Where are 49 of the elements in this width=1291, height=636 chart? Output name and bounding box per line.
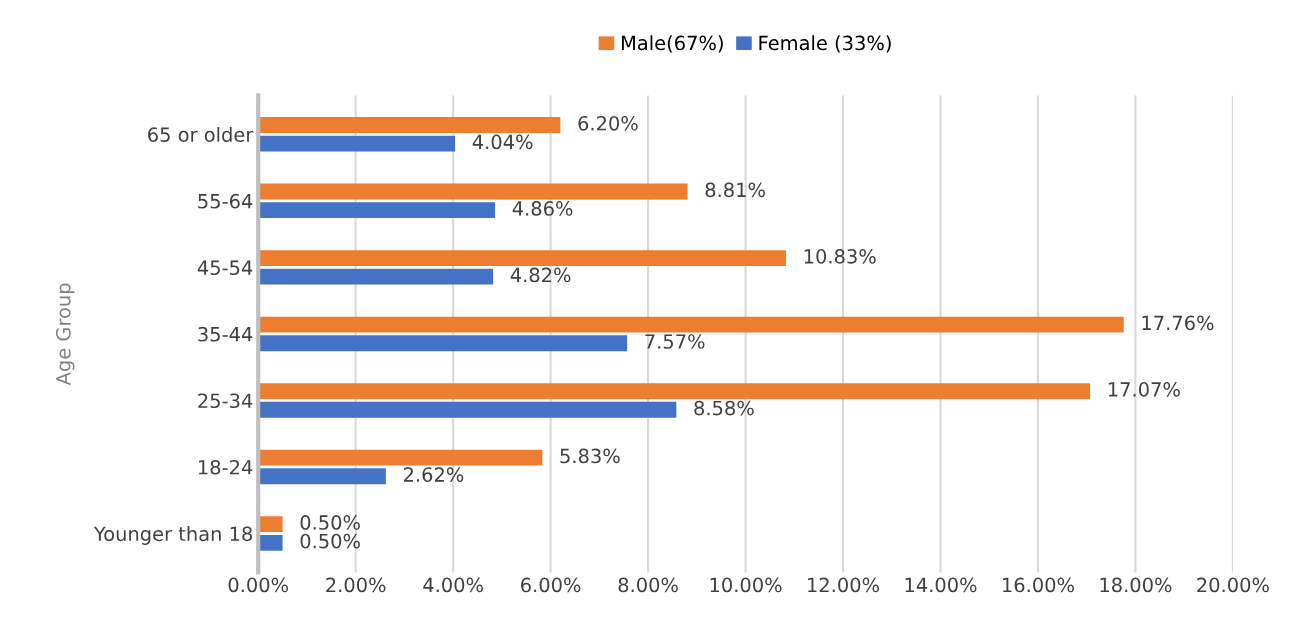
legend-label: Female (33%)	[759, 35, 891, 53]
bar	[258, 202, 496, 219]
data-label: 7.57%	[645, 334, 705, 349]
bar	[258, 135, 456, 152]
bar	[258, 468, 386, 485]
bar	[258, 401, 677, 418]
x-tick-label: 18.00%	[1100, 577, 1172, 593]
x-tick-label: 14.00%	[905, 577, 977, 593]
data-label: 2.62%	[403, 467, 464, 482]
data-label: 4.86%	[512, 201, 573, 216]
bar	[258, 383, 1091, 400]
bar	[258, 316, 1124, 333]
data-label: 6.20%	[578, 115, 638, 131]
data-label: 8.81%	[705, 182, 765, 198]
y-tick-label: Younger than 18	[93, 526, 253, 545]
y-tick-label: 65 or older	[148, 126, 254, 142]
data-label: 0.50%	[300, 515, 360, 530]
data-label: 8.58%	[694, 400, 754, 416]
data-label: 17.07%	[1108, 382, 1180, 397]
x-tick-label: 6.00%	[521, 577, 581, 593]
x-tick-label: 10.00%	[710, 577, 782, 593]
bar	[258, 335, 628, 352]
x-tick-label: 12.00%	[808, 577, 880, 593]
legend-label: Male(67%)	[621, 35, 723, 53]
data-label: 4.04%	[472, 134, 533, 150]
x-tick-label: 2.00%	[326, 577, 386, 593]
data-label: 5.83%	[560, 448, 620, 464]
x-tick-label: 16.00%	[1003, 577, 1074, 593]
data-label: 0.50%	[300, 533, 360, 549]
x-tick-label: 0.00%	[228, 577, 289, 593]
x-tick-label: 20.00%	[1197, 577, 1269, 593]
bar	[258, 183, 688, 200]
bar	[258, 534, 283, 551]
y-tick-label: 45-54	[197, 260, 253, 276]
y-tick-label: 55-64	[198, 193, 253, 209]
x-tick-label: 8.00%	[618, 577, 678, 593]
bar	[258, 117, 561, 133]
data-label: 10.83%	[804, 248, 876, 264]
y-tick-label: 18-24	[198, 459, 253, 475]
bar	[258, 268, 494, 285]
x-tick-label: 4.00%	[423, 577, 483, 593]
data-label: 4.82%	[510, 267, 571, 283]
bar	[258, 516, 283, 533]
bar	[258, 250, 786, 266]
y-tick-label: 35-44	[198, 326, 253, 342]
bar	[258, 449, 543, 466]
y-tick-label: 25-34	[198, 393, 253, 409]
data-label: 17.76%	[1142, 315, 1214, 331]
y-axis-title: Age Group	[55, 283, 75, 386]
